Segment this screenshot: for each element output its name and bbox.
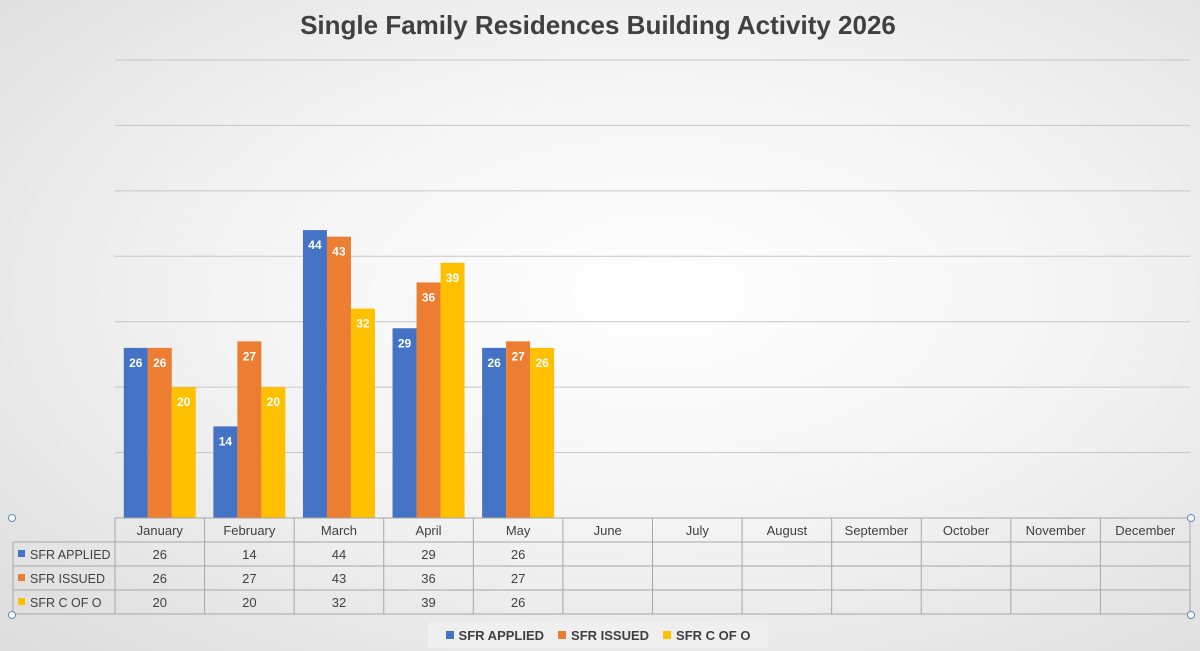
legend[interactable]: SFR APPLIED SFR ISSUED SFR C OF O: [428, 622, 768, 648]
chart-title: Single Family Residences Building Activi…: [300, 10, 896, 40]
data-label: 26: [535, 356, 549, 370]
selection-handle-bottom-left[interactable]: [8, 611, 16, 619]
table-cell: 27: [511, 571, 525, 586]
category-label: August: [767, 523, 808, 538]
series-key: [18, 598, 25, 605]
data-label: 27: [511, 349, 525, 363]
data-label: 26: [129, 356, 143, 370]
data-label: 36: [422, 290, 436, 304]
data-label: 20: [267, 395, 281, 409]
legend-key: [445, 631, 454, 639]
data-label: 32: [356, 317, 370, 331]
category-label: November: [1026, 523, 1087, 538]
legend-key: [663, 631, 672, 639]
table-cell: 27: [242, 571, 256, 586]
category-label: June: [594, 523, 622, 538]
series-label: SFR ISSUED: [30, 572, 105, 586]
data-label: 39: [446, 271, 460, 285]
data-label: 29: [398, 336, 412, 350]
category-label: February: [223, 523, 276, 538]
data-table: January February March April May June July Augu…: [12, 517, 1191, 615]
bar: [261, 387, 286, 518]
bar: [237, 341, 262, 518]
data-label: 20: [177, 395, 191, 409]
bar: [506, 341, 531, 518]
table-cell: 26: [153, 571, 167, 586]
table-cell: 29: [421, 547, 435, 562]
category-label: September: [845, 523, 909, 538]
category-label: January: [137, 523, 184, 538]
legend-label: SFR APPLIED: [458, 627, 545, 643]
bar: [123, 347, 148, 518]
table-cell: 39: [421, 595, 435, 610]
category-label: December: [1115, 523, 1176, 538]
bar: [416, 282, 441, 518]
legend-label: SFR C OF O: [676, 627, 751, 643]
series-key: [18, 574, 25, 581]
bar: [302, 230, 327, 518]
bar: [326, 236, 351, 518]
bar: [440, 262, 465, 518]
table-cell: 26: [153, 547, 167, 562]
table-cell: 32: [332, 595, 346, 610]
selection-handle-left[interactable]: [8, 514, 16, 522]
bar: [482, 347, 507, 518]
series-label: SFR C OF O: [30, 596, 102, 610]
category-label: March: [321, 523, 357, 538]
series-label: SFR APPLIED: [30, 548, 111, 562]
data-label: 27: [243, 349, 257, 363]
bar-group: 26 26 20 14 27 20 44 43 32 29 36 39 26 27 26: [123, 230, 555, 518]
table-cell: 20: [153, 595, 167, 610]
bar: [147, 347, 172, 518]
data-label: 44: [308, 238, 322, 252]
data-label: 14: [219, 434, 233, 448]
data-label: 43: [332, 245, 346, 259]
table-cell: 44: [332, 547, 346, 562]
gridlines: [115, 59, 1190, 454]
legend-item[interactable]: SFR C OF O: [663, 628, 750, 643]
selection-handle-bottom-right[interactable]: [1187, 611, 1195, 619]
category-label: April: [416, 523, 442, 538]
legend-key: [558, 631, 567, 639]
legend-item[interactable]: SFR APPLIED: [445, 627, 545, 643]
selection-handle-right[interactable]: [1187, 514, 1195, 522]
bar: [171, 387, 196, 518]
category-label: July: [686, 523, 710, 538]
bar: [213, 426, 238, 518]
legend-label: SFR ISSUED: [571, 627, 650, 643]
data-label: 26: [153, 356, 167, 370]
category-label: October: [943, 523, 990, 538]
table-cell: 14: [242, 547, 256, 562]
table-cell: 26: [511, 595, 525, 610]
legend-item[interactable]: SFR ISSUED: [558, 628, 649, 643]
bar: [392, 328, 417, 518]
table-cell: 26: [511, 547, 525, 562]
table-cell: 20: [242, 595, 256, 610]
series-key: [18, 550, 25, 557]
data-label: 26: [487, 356, 501, 370]
table-cell: 36: [421, 571, 435, 586]
table-cell: 43: [332, 571, 346, 586]
bar: [350, 308, 375, 518]
category-label: May: [506, 523, 531, 538]
bar: [530, 347, 555, 518]
